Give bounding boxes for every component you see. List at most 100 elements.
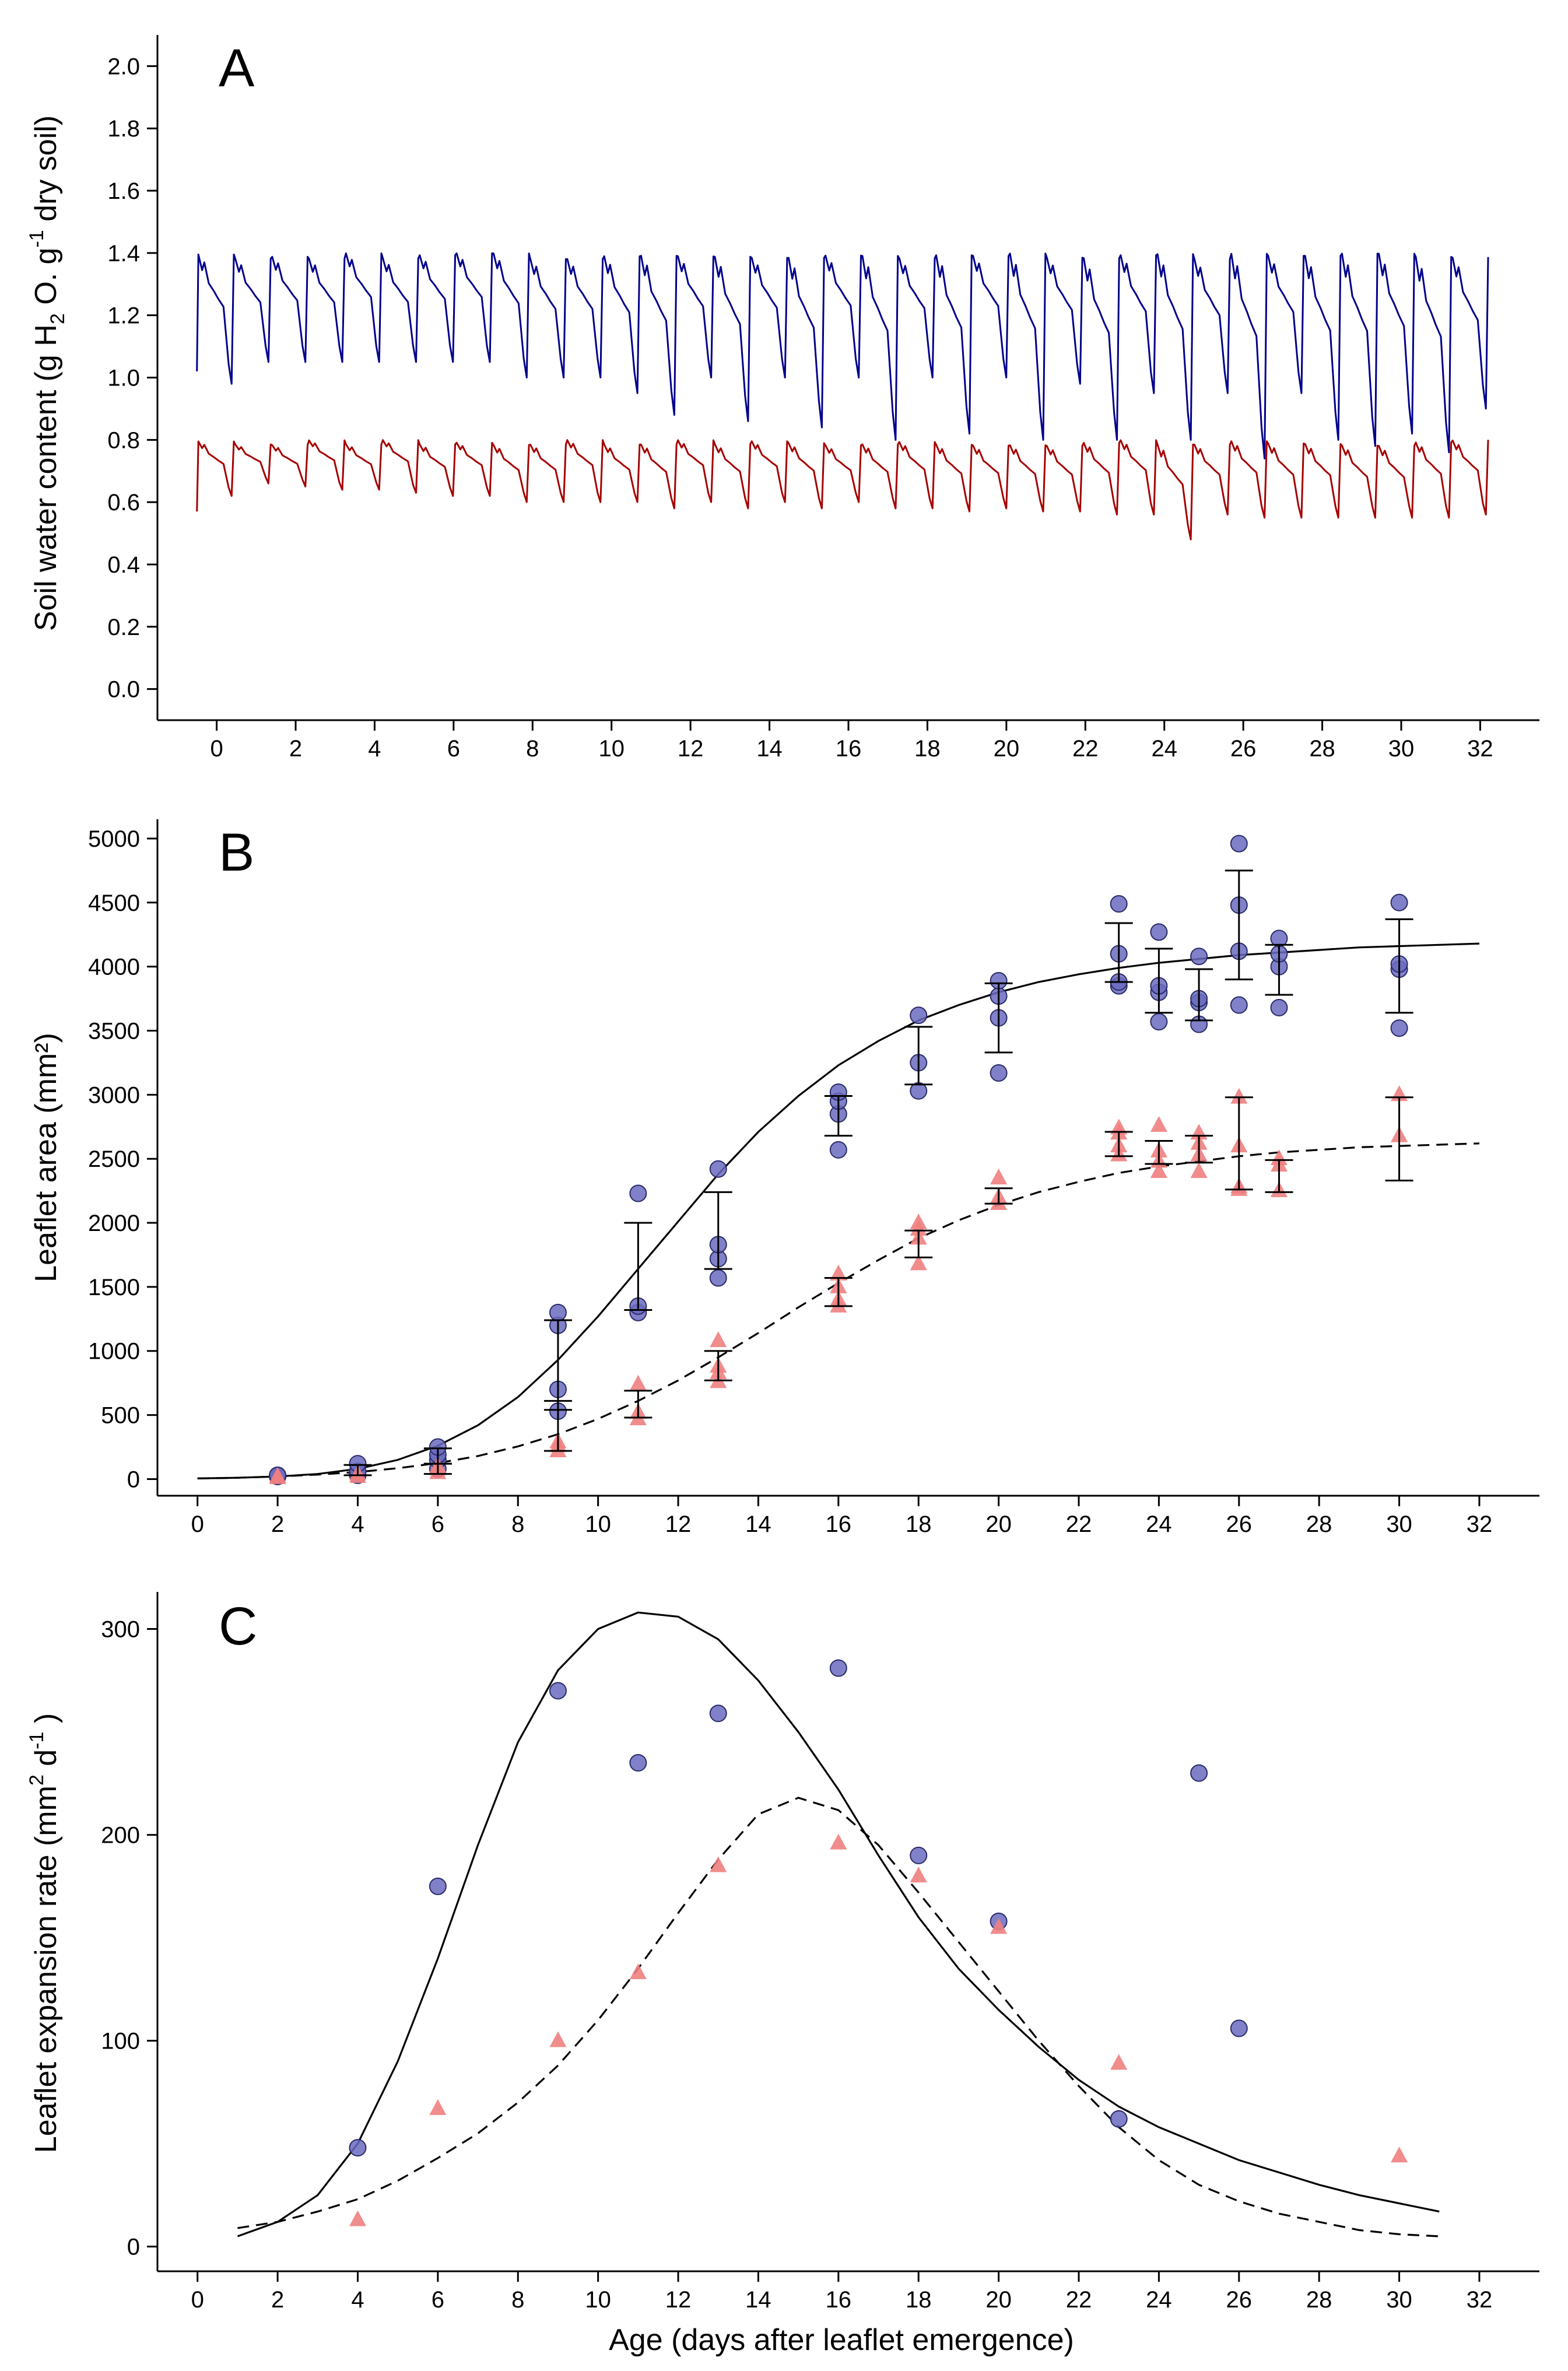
panel-b-y-tick-label: 5000 (88, 826, 140, 852)
panel-a-y-axis-title: Soil water content (g H2 O. g-1 dry soil… (26, 115, 69, 631)
panel-b-x-tick-label: 10 (585, 1511, 611, 1537)
panel-c-x-tick-label: 8 (511, 2287, 524, 2313)
panel-b-x-tick-label: 14 (745, 1511, 771, 1537)
panel-a-x-tick-label: 20 (994, 736, 1020, 762)
panel-c-y-title-superscript-2: -1 (26, 1732, 48, 1749)
panel-b-x-tick-label: 32 (1467, 1511, 1493, 1537)
panel-c-point-well-watered (1230, 2019, 1248, 2037)
panel-c-y-tick-label: 100 (101, 2029, 140, 2054)
panel-a-y-title-prefix: Soil water content (g H (29, 324, 63, 631)
panel-c-fit-water-deficit (237, 1797, 1440, 2237)
panel-a-x-tick-label: 24 (1151, 736, 1177, 762)
panel-a-x-tick-label: 6 (447, 736, 460, 762)
panel-b-x-tick-label: 12 (665, 1511, 692, 1537)
panel-c-x-tick-label: 30 (1386, 2287, 1412, 2313)
panel-a-x-tick-label: 28 (1309, 736, 1335, 762)
panel-b-point-water-deficit (830, 1264, 847, 1281)
panel-c-x-tick-label: 2 (271, 2287, 284, 2313)
panel-c-y-title-suffix: ) (29, 1713, 63, 1732)
panel-c-x-tick-label: 18 (906, 2287, 932, 2313)
panel-b-point-water-deficit (1270, 1149, 1288, 1166)
panel-b-point-water-deficit (269, 1467, 286, 1483)
panel-c-x-tick-label: 0 (191, 2287, 204, 2313)
panel-a-x-tick-label: 14 (756, 736, 783, 762)
panel-a-x-tick-label: 26 (1230, 736, 1257, 762)
panel-a-x-tick-label: 30 (1388, 736, 1415, 762)
panel-a-y-title-mid: O. g (29, 248, 63, 314)
panel-a-y-tick-label: 0.4 (107, 552, 140, 578)
panel-b-y-tick-label: 4500 (88, 890, 140, 916)
panel-b-x-tick-label: 6 (432, 1511, 444, 1537)
panel-b-point-well-watered (1390, 1019, 1408, 1037)
panel-c-y-axis-title: Leaflet expansion rate (mm2 d-1 ) (26, 1713, 63, 2153)
panel-c-x-tick-label: 20 (985, 2287, 1012, 2313)
panel-c-y-title-mid: d (29, 1749, 63, 1774)
panel-a-y-tick-label: 0.6 (107, 490, 140, 515)
panel-a-y-tick-label: 0.2 (107, 615, 140, 640)
panel-c-x-tick-label: 22 (1066, 2287, 1092, 2313)
panel-b-point-water-deficit (629, 1374, 647, 1391)
panel-a-y-tick-label: 0.8 (107, 427, 140, 453)
panel-b-x-tick-label: 22 (1066, 1511, 1092, 1537)
shared-x-axis-title: Age (days after leaflet emergence) (609, 2323, 1074, 2357)
panel-b-x-tick-label: 26 (1226, 1511, 1253, 1537)
panel-c-point-well-watered (910, 1846, 928, 1864)
panel-c-y-tick-label: 0 (127, 2235, 140, 2260)
panel-b-point-well-watered (709, 1269, 727, 1287)
panel-c-point-water-deficit (910, 1867, 927, 1883)
panel-c-fit-well-watered (237, 1611, 1440, 2237)
panel-b-point-water-deficit (1150, 1116, 1167, 1132)
panel-c-point-water-deficit (349, 2210, 367, 2226)
panel-c-point-well-watered (709, 1704, 727, 1723)
panel-a-x-tick-label: 12 (678, 736, 704, 762)
panel-b-x-tick-label: 16 (826, 1511, 852, 1537)
panel-b-y-tick-label: 1000 (88, 1339, 140, 1365)
panel-c-x-tick-label: 32 (1467, 2287, 1493, 2313)
panel-b-y-tick-label: 3500 (88, 1019, 140, 1044)
panel-b-x-tick-label: 0 (191, 1511, 204, 1537)
panel-b-fit-water-deficit (197, 1142, 1480, 1479)
panel-a-letter: A (219, 38, 255, 98)
panel-b-point-well-watered (1390, 893, 1408, 911)
panel-b-point-well-watered (1270, 998, 1288, 1016)
panel-a-series-water-deficit-line (196, 439, 1489, 541)
panel-b-point-well-watered (549, 1303, 567, 1321)
panel-a: A Soil water content (g H2 O. g-1 dry so… (26, 35, 1539, 762)
panel-b-y-tick-label: 0 (127, 1467, 140, 1492)
panel-c-x-tick-label: 16 (826, 2287, 852, 2313)
panel-b-y-tick-label: 1500 (88, 1275, 140, 1300)
panel-c-x-tick-label: 6 (432, 2287, 444, 2313)
panel-b-point-water-deficit (1190, 1162, 1208, 1179)
panel-b-point-well-watered (910, 1006, 928, 1025)
panel-c-point-well-watered (829, 1659, 847, 1677)
panel-b-x-tick-label: 2 (271, 1511, 284, 1537)
panel-b-point-well-watered (1230, 996, 1248, 1014)
panel-b-y-tick-label: 2000 (88, 1211, 140, 1236)
panel-c-point-water-deficit (549, 2031, 567, 2047)
panel-c-point-well-watered (1190, 1764, 1208, 1782)
panel-c-x-tick-label: 14 (745, 2287, 771, 2313)
panel-c-point-well-watered (1110, 2110, 1128, 2128)
panel-c-point-well-watered (629, 1754, 647, 1772)
panel-c-x-tick-label: 12 (665, 2287, 692, 2313)
panel-b-point-water-deficit (710, 1331, 727, 1348)
panel-b-point-well-watered (829, 1141, 847, 1159)
panel-c-x-tick-label: 4 (351, 2287, 364, 2313)
panel-c-point-water-deficit (830, 1833, 847, 1850)
panel-a-series-well-watered-line (196, 252, 1489, 460)
panel-c-x-tick-label: 10 (585, 2287, 611, 2313)
panel-b-x-tick-label: 30 (1386, 1511, 1412, 1537)
panel-b-y-tick-label: 4000 (88, 955, 140, 980)
panel-a-x-tick-label: 0 (210, 736, 223, 762)
panel-b-point-well-watered (709, 1160, 727, 1178)
panel-b-point-water-deficit (910, 1213, 927, 1229)
panel-a-x-tick-label: 10 (598, 736, 625, 762)
panel-b-point-well-watered (990, 1064, 1008, 1082)
panel-b-x-tick-label: 4 (351, 1511, 364, 1537)
panel-b-letter: B (219, 823, 254, 882)
panel-a-x-tick-label: 4 (368, 736, 381, 762)
panel-c-y-title-superscript-1: 2 (26, 1774, 48, 1786)
panel-a-y-tick-label: 1.8 (107, 116, 140, 142)
panel-b-point-water-deficit (1150, 1162, 1167, 1179)
